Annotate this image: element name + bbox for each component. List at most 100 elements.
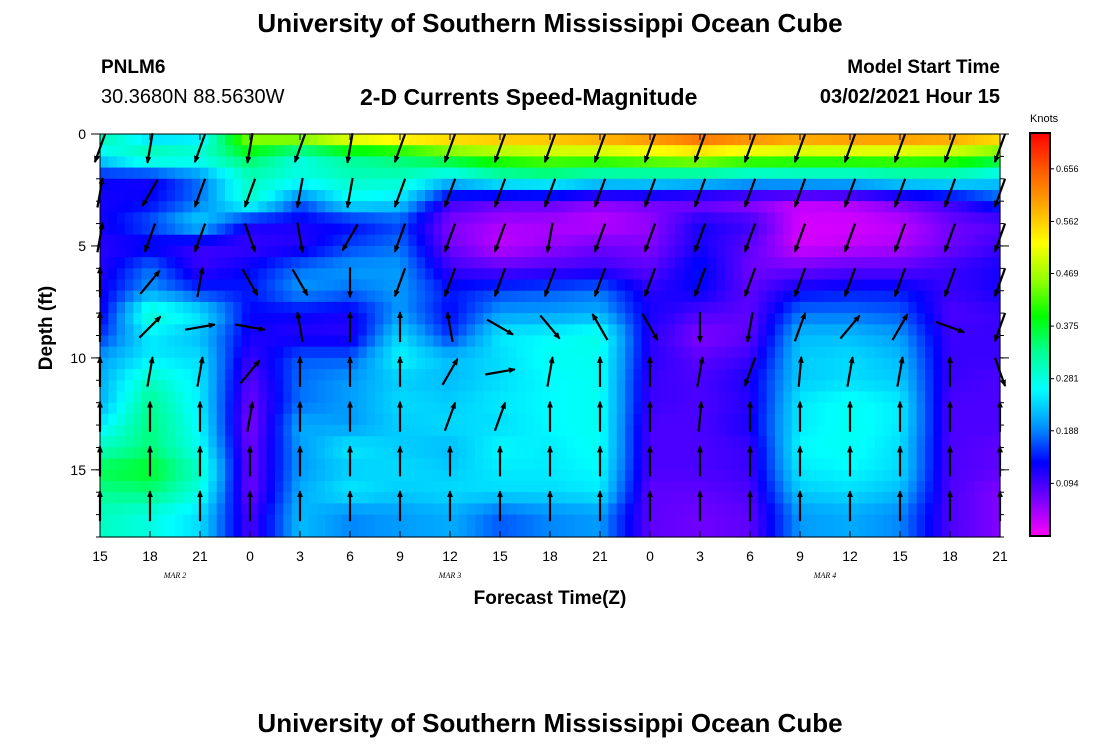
heatmap-cell (758, 145, 768, 157)
heatmap-cell (933, 335, 943, 348)
heatmap-cell (975, 212, 984, 225)
heatmap-cell (550, 279, 559, 292)
heatmap-cell (725, 469, 734, 482)
heatmap-cell (108, 514, 118, 527)
heatmap-cell (850, 178, 859, 191)
heatmap-cell (966, 313, 976, 325)
heatmap-cell (983, 425, 993, 437)
heatmap-cell (883, 223, 893, 236)
heatmap-cell (633, 189, 643, 202)
heatmap-cell (783, 492, 793, 505)
heatmap-cell (350, 503, 359, 516)
heatmap-cell (300, 458, 309, 471)
heatmap-cell (408, 167, 418, 180)
heatmap-cell (516, 167, 526, 180)
heatmap-cell (175, 391, 184, 404)
heatmap-cell (800, 481, 809, 493)
heatmap-cell (475, 201, 484, 213)
heatmap-cell (458, 145, 468, 157)
heatmap-cell (300, 346, 309, 359)
heatmap-cell (750, 134, 759, 146)
heatmap-cell (725, 257, 734, 269)
heatmap-cell (100, 346, 109, 359)
heatmap-cell (108, 402, 118, 415)
heatmap-cell (325, 268, 334, 281)
heatmap-cell (558, 525, 568, 538)
heatmap-cell (983, 212, 993, 225)
heatmap-cell (658, 357, 668, 370)
heatmap-cell (708, 324, 718, 337)
heatmap-cell (175, 469, 184, 482)
heatmap-cell (158, 492, 168, 505)
heatmap-cell (508, 346, 518, 359)
heatmap-cell (725, 324, 734, 337)
heatmap-cell (125, 167, 134, 180)
heatmap-cell (925, 167, 934, 180)
heatmap-cell (716, 436, 726, 449)
heatmap-cell (383, 290, 393, 303)
heatmap-cell (516, 458, 526, 471)
heatmap-cell (100, 525, 109, 538)
heatmap-cell (600, 514, 609, 527)
heatmap-cell (975, 201, 984, 213)
heatmap-cell (608, 514, 618, 527)
heatmap-cell (633, 156, 643, 169)
heatmap-cell (416, 391, 426, 404)
heatmap-cell (733, 189, 743, 202)
heatmap-cell (583, 245, 593, 258)
heatmap-cell (825, 413, 834, 426)
heatmap-cell (108, 279, 118, 292)
heatmap-cell (191, 212, 201, 225)
heatmap-cell (975, 346, 984, 359)
heatmap-cell (166, 492, 176, 505)
heatmap-cell (725, 425, 734, 437)
heatmap-cell (450, 436, 459, 449)
heatmap-cell (408, 503, 418, 516)
heatmap-cell (283, 436, 293, 449)
heatmap-cell (808, 245, 818, 258)
heatmap-cell (591, 178, 601, 191)
heatmap-cell (441, 313, 451, 325)
heatmap-cell (550, 145, 559, 157)
heatmap-cell (291, 234, 301, 247)
current-arrow (643, 267, 657, 298)
heatmap-cell (566, 301, 576, 314)
heatmap-cell (141, 492, 151, 505)
heatmap-cell (766, 525, 776, 538)
heatmap-cell (366, 458, 376, 471)
heatmap-cell (333, 447, 343, 460)
heatmap-cell (633, 201, 643, 213)
heatmap-cell (375, 301, 384, 314)
heatmap-cell (783, 189, 793, 202)
heatmap-cell (775, 458, 784, 471)
heatmap-cell (483, 425, 493, 437)
heatmap-cell (216, 413, 226, 426)
heatmap-cell (383, 402, 393, 415)
heatmap-cell (641, 525, 651, 538)
heatmap-cell (366, 402, 376, 415)
heatmap-cell (233, 481, 243, 493)
heatmap-cell (300, 380, 309, 393)
heatmap-cell (300, 257, 309, 269)
heatmap-cell (858, 279, 868, 292)
heatmap-cell (433, 189, 443, 202)
heatmap-cell (700, 335, 709, 348)
heatmap-cell (650, 391, 659, 404)
heatmap-cell (341, 346, 351, 359)
heatmap-cell (741, 357, 751, 370)
heatmap-cell (950, 436, 959, 449)
heatmap-cell (208, 447, 218, 460)
heatmap-cell (683, 525, 693, 538)
heatmap-cell (233, 257, 243, 269)
heatmap-cell (600, 223, 609, 236)
heatmap-cell (566, 313, 576, 325)
heatmap-cell (733, 335, 743, 348)
heatmap-cell (425, 167, 434, 180)
heatmap-cell (683, 290, 693, 303)
heatmap-cell (183, 525, 193, 538)
heatmap-cell (258, 167, 268, 180)
heatmap-cell (550, 156, 559, 169)
heatmap-cell (100, 469, 109, 482)
heatmap-cell (708, 481, 718, 493)
heatmap-cell (650, 212, 659, 225)
